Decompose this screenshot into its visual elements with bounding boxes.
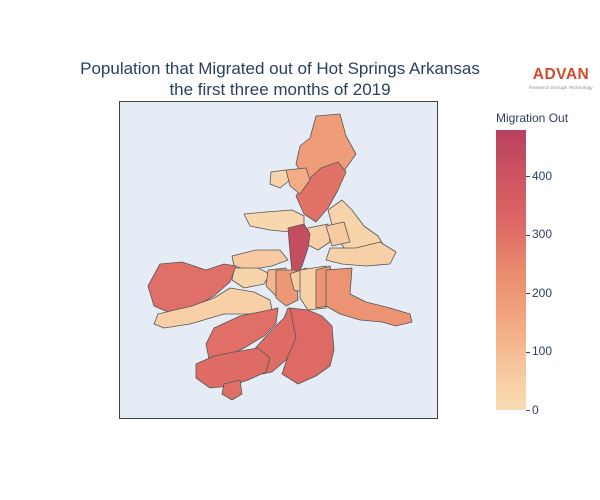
map-plot-area[interactable]: Northern extension: 185North-central: 29… — [119, 101, 438, 419]
map-title-line-2: the first three months of 2019 — [169, 80, 391, 99]
map-region-19[interactable]: West large area: 300 — [147, 261, 237, 313]
map-region-8[interactable]: East block B: 60 — [325, 221, 351, 247]
colorbar-tick-label: 100 — [526, 344, 552, 358]
map-region-3[interactable]: Northwest small area: 30 — [269, 169, 291, 189]
logo-wordmark: ADVAN — [532, 66, 590, 83]
map-region-21[interactable]: Southwest block: 300 — [205, 307, 279, 365]
map-region-10[interactable]: Downtown core: 430 — [287, 223, 311, 275]
choropleth-map[interactable]: Northern extension: 185North-central: 29… — [120, 102, 437, 418]
map-region-12[interactable]: West-central small: 30 — [231, 267, 271, 289]
advan-logo: ADVAN Research through Technology — [528, 66, 594, 90]
colorbar-tick-label: 300 — [526, 227, 552, 241]
colorbar — [496, 130, 526, 410]
map-region-11[interactable]: Central west block: 60 — [231, 249, 289, 271]
colorbar-tick-label: 200 — [526, 286, 552, 300]
colorbar-tick-label: 0 — [526, 403, 539, 417]
map-title-line-1: Population that Migrated out of Hot Spri… — [80, 59, 480, 78]
legend-title: Migration Out — [496, 111, 569, 125]
map-region-18[interactable]: Southeast east arm: 215 — [325, 267, 413, 327]
colorbar-ticks: 0 100 200 300 400 — [526, 130, 586, 417]
logo-tagline: Research through Technology — [529, 85, 593, 90]
colorbar-tick-label: 400 — [526, 169, 552, 183]
map-region-4[interactable]: North small area: 140 — [285, 167, 311, 195]
map-region-24[interactable]: Southern tail: 310 — [195, 347, 271, 389]
map-title: Population that Migrated out of Hot Spri… — [0, 58, 560, 100]
map-region-23[interactable]: South block: 315 — [281, 307, 335, 385]
map-region-9[interactable]: East strip: 40 — [325, 241, 397, 267]
map-region-25[interactable]: Far south area: 300 — [221, 379, 243, 401]
